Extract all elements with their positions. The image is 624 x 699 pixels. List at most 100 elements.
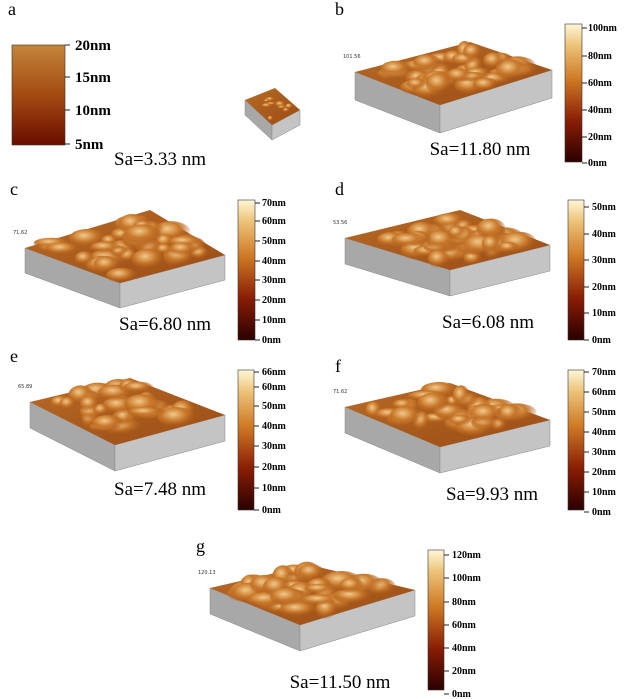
colorbar-label: 60nm <box>262 216 287 227</box>
surface-bump <box>123 382 153 393</box>
surface-bump <box>428 250 450 268</box>
panel: c71.6270nm60nm50nm40nm30nm20nm10nm0nmSa=… <box>10 179 287 346</box>
z-max-label: 65.89 <box>18 384 32 390</box>
roughness-label: Sa=6.08 nm <box>442 312 534 333</box>
colorbar-label: 10nm <box>262 315 287 326</box>
surface-bump <box>446 68 471 83</box>
colorbar-label: 60nm <box>262 382 287 393</box>
panel: f 71.62 70nm 60nm 50nm 40nm 30nm 20nm 10nm 0nm Sa=… <box>333 356 617 518</box>
colorbar-label: 100nm <box>588 23 618 34</box>
roughness-label: Sa=9.93 nm <box>446 484 538 505</box>
colorbar <box>568 370 584 510</box>
colorbar-label: 20nm <box>592 282 617 293</box>
surface-bump <box>482 235 501 253</box>
colorbar-label: 20nm <box>262 295 287 306</box>
colorbar-label: 30nm <box>262 441 287 452</box>
surface-bump <box>132 249 165 270</box>
colorbar <box>12 45 65 145</box>
colorbar-label: 60nm <box>452 620 477 631</box>
colorbar <box>568 200 584 340</box>
colorbar-label: 0nm <box>262 505 282 516</box>
colorbar-label: 30nm <box>262 275 287 286</box>
colorbar-label: 15nm <box>75 70 111 86</box>
surface-bump <box>46 242 80 255</box>
surface-bump <box>75 251 94 265</box>
colorbar-label: 10nm <box>262 483 287 494</box>
colorbar-label: 10nm <box>592 487 617 498</box>
panel-label: f <box>335 356 341 376</box>
surface-bump <box>59 397 76 410</box>
colorbar <box>565 24 582 162</box>
colorbar-label: 120nm <box>452 550 482 561</box>
colorbar-label: 10nm <box>592 308 617 319</box>
surface-bump <box>380 61 411 77</box>
panel-label: g <box>196 536 205 556</box>
panel: e65.8966nm60nm50nm40nm30nm20nm10nm0nmSa=… <box>10 346 287 516</box>
surface-bump <box>266 102 276 105</box>
colorbar-label: 20nm <box>452 666 477 677</box>
z-max-label: 120.13 <box>198 570 216 576</box>
colorbar-label: 20nm <box>592 467 617 478</box>
colorbar-label: 20nm <box>262 462 287 473</box>
roughness-label: Sa=11.80 nm <box>430 139 531 160</box>
z-max-label: 53.56 <box>333 220 347 226</box>
colorbar-label: 0nm <box>452 689 472 699</box>
surface-bump <box>498 242 519 253</box>
colorbar-label: 100nm <box>452 573 482 584</box>
colorbar <box>238 200 255 340</box>
surface-bump <box>417 393 448 414</box>
colorbar-label: 40nm <box>262 256 287 267</box>
colorbar-label: 50nm <box>262 236 287 247</box>
z-max-label: 101.56 <box>343 54 361 60</box>
colorbar-label: 60nm <box>588 78 613 89</box>
colorbar-label: 20nm <box>75 38 111 54</box>
surface-bump <box>124 224 162 244</box>
surface-bump <box>275 101 285 107</box>
surface-bump <box>339 578 363 593</box>
roughness-label: Sa=6.80 nm <box>119 314 211 335</box>
colorbar-label: 30nm <box>592 447 617 458</box>
surface-bump <box>390 406 423 426</box>
roughness-label: Sa=11.50 nm <box>290 672 391 693</box>
surface-bump <box>80 396 99 412</box>
colorbar-label: 10nm <box>75 103 111 119</box>
colorbar-label: 66nm <box>262 367 287 378</box>
colorbar-label: 50nm <box>592 407 617 418</box>
colorbar-label: 0nm <box>592 507 612 518</box>
colorbar-label: 0nm <box>592 335 612 346</box>
roughness-label: Sa=3.33 nm <box>114 149 206 170</box>
surface-bump <box>270 588 305 606</box>
panel-label: d <box>335 179 344 199</box>
colorbar-label: 40nm <box>592 427 617 438</box>
colorbar-label: 70nm <box>262 198 287 209</box>
surface-bump <box>391 233 426 247</box>
surface-bump <box>106 268 137 283</box>
surface-bump <box>283 108 289 113</box>
figure: a20nm15nm10nm5nmSa=3.33 nmb101.56100nm80… <box>0 0 624 699</box>
surface-bump <box>483 52 504 69</box>
surface-bump <box>263 99 270 102</box>
colorbar-label: 20nm <box>588 132 613 143</box>
colorbar <box>238 370 254 510</box>
panel-label: c <box>10 179 18 199</box>
colorbar-label: 50nm <box>592 202 617 213</box>
colorbar-label: 5nm <box>75 137 104 153</box>
surface-bump <box>473 78 499 92</box>
surface-bump <box>92 415 124 432</box>
colorbar-label: 60nm <box>592 387 617 398</box>
panel-label: b <box>335 0 344 19</box>
roughness-label: Sa=7.48 nm <box>114 479 206 500</box>
colorbar <box>428 550 444 690</box>
surface-bump <box>448 226 466 240</box>
surface-bump <box>470 405 502 424</box>
panel: g120.13120nm100nm80nm60nm40nm20nm0nmSa=1… <box>196 536 482 699</box>
colorbar-label: 80nm <box>452 597 477 608</box>
panel: b101.56100nm80nm60nm40nm20nm0nmSa=11.80 … <box>335 0 618 169</box>
surface-bump <box>301 594 341 605</box>
colorbar-label: 70nm <box>592 367 617 378</box>
colorbar-label: 0nm <box>588 158 608 169</box>
surface-bump <box>298 564 325 580</box>
z-max-label: 71.62 <box>333 389 347 395</box>
